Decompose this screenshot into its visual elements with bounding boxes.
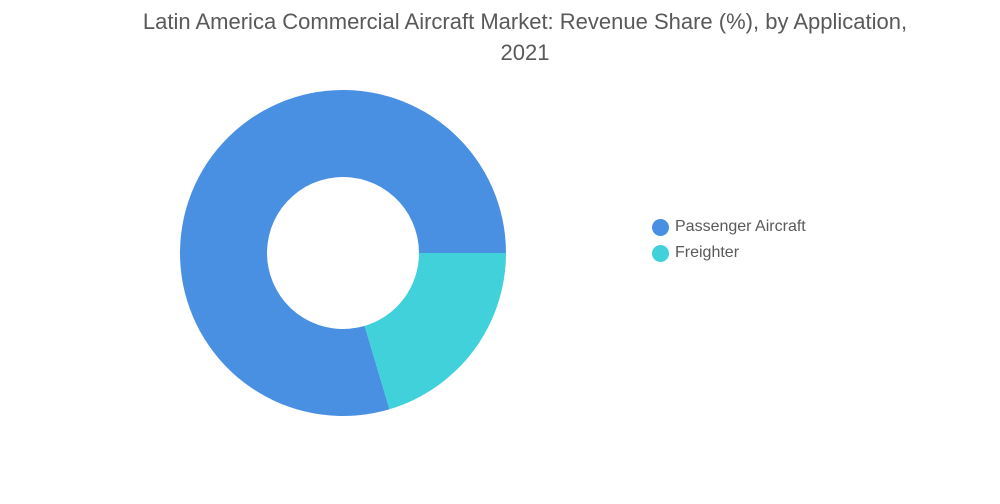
legend: Passenger Aircraft Freighter: [652, 214, 806, 266]
legend-item-freighter: Freighter: [652, 240, 806, 266]
chart-title-line-2: 2021: [500, 40, 550, 65]
legend-swatch-passenger-aircraft: [652, 218, 669, 236]
legend-label-freighter: Freighter: [675, 244, 740, 261]
legend-item-passenger-aircraft: Passenger Aircraft: [652, 214, 806, 240]
legend-swatch-freighter: [652, 244, 669, 262]
chart-title-line-1: Latin America Commercial Aircraft Market…: [142, 9, 908, 34]
chart-title: Latin America Commercial Aircraft Market…: [0, 6, 1000, 68]
donut-slice-passenger-aircraft: [179, 90, 506, 417]
donut-slice-freighter: [364, 253, 506, 410]
legend-label-passenger-aircraft: Passenger Aircraft: [675, 218, 806, 235]
